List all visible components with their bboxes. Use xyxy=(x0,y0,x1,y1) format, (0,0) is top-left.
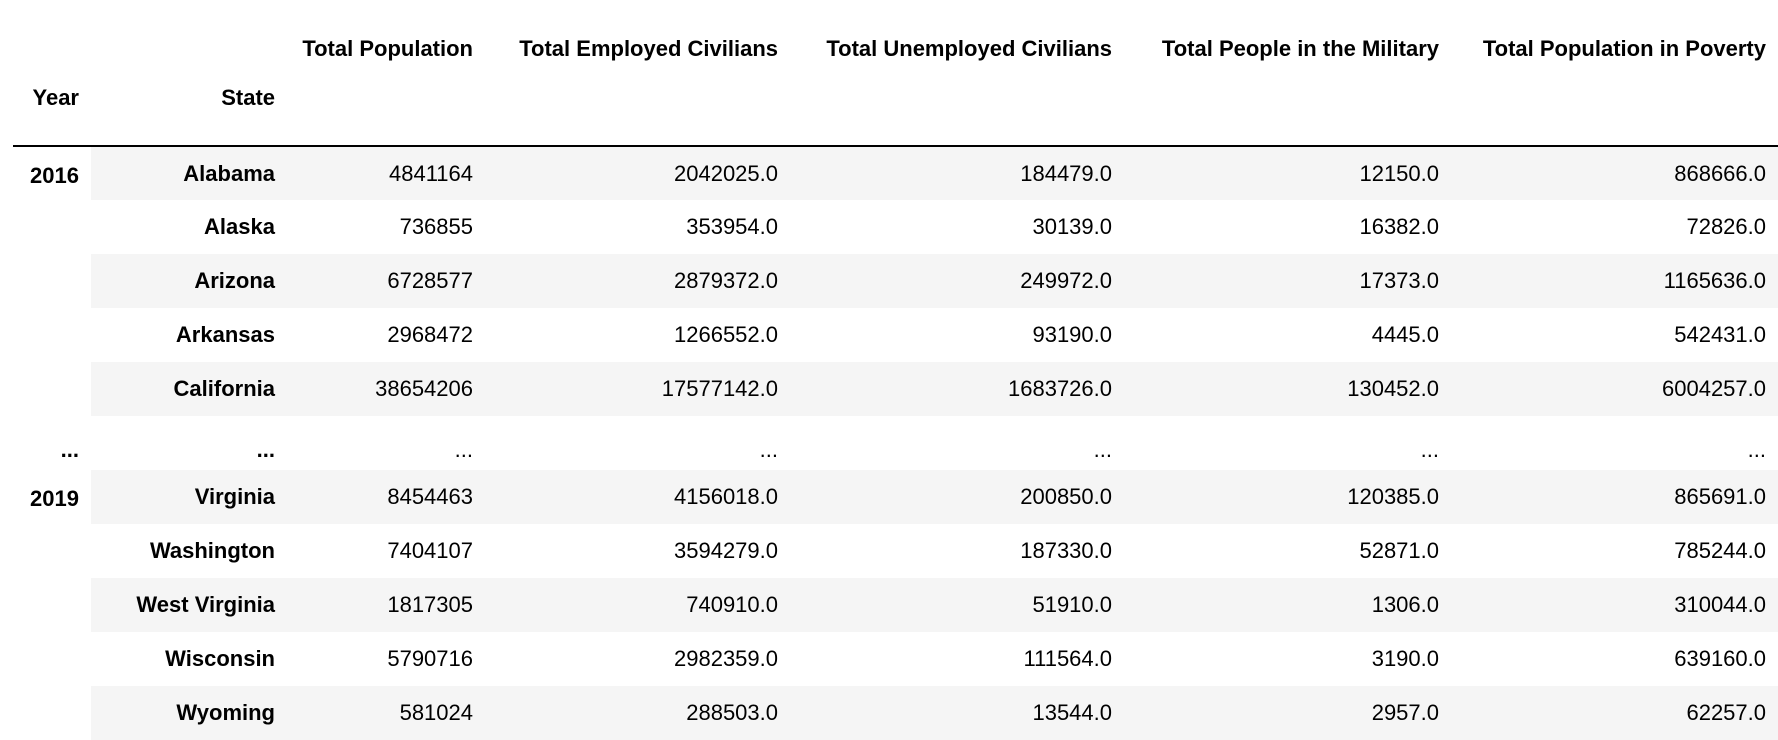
table-cell: 13544.0 xyxy=(790,686,1124,740)
table-cell: 310044.0 xyxy=(1451,578,1778,632)
table-cell: 184479.0 xyxy=(790,146,1124,200)
table-cell: 2957.0 xyxy=(1124,686,1451,740)
column-header: Total Unemployed Civilians xyxy=(826,36,1112,61)
table-row: California 38654206 17577142.0 1683726.0… xyxy=(13,362,1778,416)
ellipsis-row: ... ... ... ... ... ... ... xyxy=(13,416,1778,470)
state-index-cell: Virginia xyxy=(91,470,287,524)
header-blank xyxy=(287,75,485,147)
table-cell: 6004257.0 xyxy=(1451,362,1778,416)
table-cell: 17373.0 xyxy=(1124,254,1451,308)
table-row: 2016 Alabama 4841164 2042025.0 184479.0 … xyxy=(13,146,1778,416)
column-header: Total People in the Military xyxy=(1161,36,1439,61)
table-row: West Virginia 1817305 740910.0 51910.0 1… xyxy=(13,578,1778,632)
table-cell: 4156018.0 xyxy=(485,470,790,524)
table-cell: 120385.0 xyxy=(1124,470,1451,524)
table-row: Arkansas 2968472 1266552.0 93190.0 4445.… xyxy=(13,308,1778,362)
table-row: Arizona 6728577 2879372.0 249972.0 17373… xyxy=(13,254,1778,308)
column-header: Total Population in Poverty xyxy=(1482,36,1766,61)
header-blank xyxy=(790,75,1124,147)
ellipsis-cell: ... xyxy=(1124,416,1451,470)
column-header: Total Population xyxy=(302,36,473,61)
table-cell: 1683726.0 xyxy=(790,362,1124,416)
table-cell: 4445.0 xyxy=(1371,322,1439,347)
table-row: Wisconsin 5790716 2982359.0 111564.0 319… xyxy=(13,632,1778,686)
table-cell: 3594279.0 xyxy=(674,538,778,563)
state-index-cell: Arizona xyxy=(91,254,287,308)
table-cell: 2042025.0 xyxy=(485,146,790,200)
table-cell: 72826.0 xyxy=(1686,214,1766,239)
index-name-state: State xyxy=(91,75,287,147)
table-cell: 288503.0 xyxy=(485,686,790,740)
state-index-cell: Washington xyxy=(149,538,275,563)
year-index-cell: 2016 xyxy=(13,146,91,416)
state-index-cell: Wisconsin xyxy=(165,646,275,671)
table-cell: 6728577 xyxy=(287,254,485,308)
table-cell: 62257.0 xyxy=(1451,686,1778,740)
state-index-cell: Wyoming xyxy=(91,686,287,740)
ellipsis-cell: ... xyxy=(13,416,91,470)
table-cell: 5790716 xyxy=(387,646,473,671)
table-cell: 17577142.0 xyxy=(485,362,790,416)
ellipsis-cell: ... xyxy=(485,416,790,470)
table-cell: 639160.0 xyxy=(1674,646,1766,671)
table-cell: 130452.0 xyxy=(1124,362,1451,416)
table-cell: 1165636.0 xyxy=(1451,254,1778,308)
table-row: Wyoming 581024 288503.0 13544.0 2957.0 6… xyxy=(13,686,1778,740)
state-index-cell: Alabama xyxy=(91,146,287,200)
state-index-cell: Arkansas xyxy=(175,322,275,347)
table-row: 2019 Virginia 8454463 4156018.0 200850.0… xyxy=(13,470,1778,740)
table-cell: 111564.0 xyxy=(1023,646,1113,671)
ellipsis-cell: ... xyxy=(790,416,1124,470)
ellipsis-cell: ... xyxy=(287,416,485,470)
table-cell: 3190.0 xyxy=(1371,646,1439,671)
ellipsis-cell: ... xyxy=(91,416,287,470)
table-cell: 187330.0 xyxy=(1020,538,1112,563)
header-blank xyxy=(13,11,91,75)
table-cell: 740910.0 xyxy=(485,578,790,632)
table-row: Alaska 736855 353954.0 30139.0 16382.0 7… xyxy=(13,200,1778,254)
table-row: Washington 7404107 3594279.0 187330.0 52… xyxy=(13,524,1778,578)
table-cell: 865691.0 xyxy=(1451,470,1778,524)
table-cell: 30139.0 xyxy=(1032,214,1112,239)
table-cell: 249972.0 xyxy=(790,254,1124,308)
table-cell: 12150.0 xyxy=(1124,146,1451,200)
table-cell: 52871.0 xyxy=(1359,538,1439,563)
table-cell: 7404107 xyxy=(387,538,473,563)
table-cell: 4841164 xyxy=(287,146,485,200)
dataframe-table: Total Population Total Employed Civilian… xyxy=(13,11,1778,740)
state-index-cell: California xyxy=(91,362,287,416)
table-cell: 736855 xyxy=(399,214,473,239)
column-header-row: Total Population Total Employed Civilian… xyxy=(13,11,1778,75)
table-cell: 542431.0 xyxy=(1674,322,1766,347)
table-cell: 785244.0 xyxy=(1674,538,1766,563)
ellipsis-cell: ... xyxy=(1451,416,1778,470)
index-name-year: Year xyxy=(13,75,91,147)
table-cell: 1266552.0 xyxy=(674,322,778,347)
table-cell: 2982359.0 xyxy=(674,646,778,671)
header-blank xyxy=(485,75,790,147)
header-blank xyxy=(1451,75,1778,147)
column-header: Total Employed Civilians xyxy=(519,36,778,61)
header-blank xyxy=(91,11,287,75)
table-cell: 16382.0 xyxy=(1359,214,1439,239)
table-cell: 868666.0 xyxy=(1451,146,1778,200)
table-cell: 200850.0 xyxy=(790,470,1124,524)
table-cell: 353954.0 xyxy=(686,214,778,239)
year-index-cell: 2019 xyxy=(13,470,91,740)
table-cell: 51910.0 xyxy=(790,578,1124,632)
table-cell: 8454463 xyxy=(287,470,485,524)
table-cell: 2968472 xyxy=(387,322,473,347)
table-cell: 1817305 xyxy=(287,578,485,632)
state-index-cell: West Virginia xyxy=(91,578,287,632)
table-cell: 93190.0 xyxy=(1032,322,1112,347)
index-header-row: Year State xyxy=(13,75,1778,147)
table-cell: 1306.0 xyxy=(1124,578,1451,632)
dataframe-container: Total Population Total Employed Civilian… xyxy=(13,11,1778,740)
state-index-cell: Alaska xyxy=(204,214,275,239)
header-blank xyxy=(1124,75,1451,147)
table-cell: 581024 xyxy=(287,686,485,740)
table-cell: 2879372.0 xyxy=(485,254,790,308)
table-cell: 38654206 xyxy=(287,362,485,416)
